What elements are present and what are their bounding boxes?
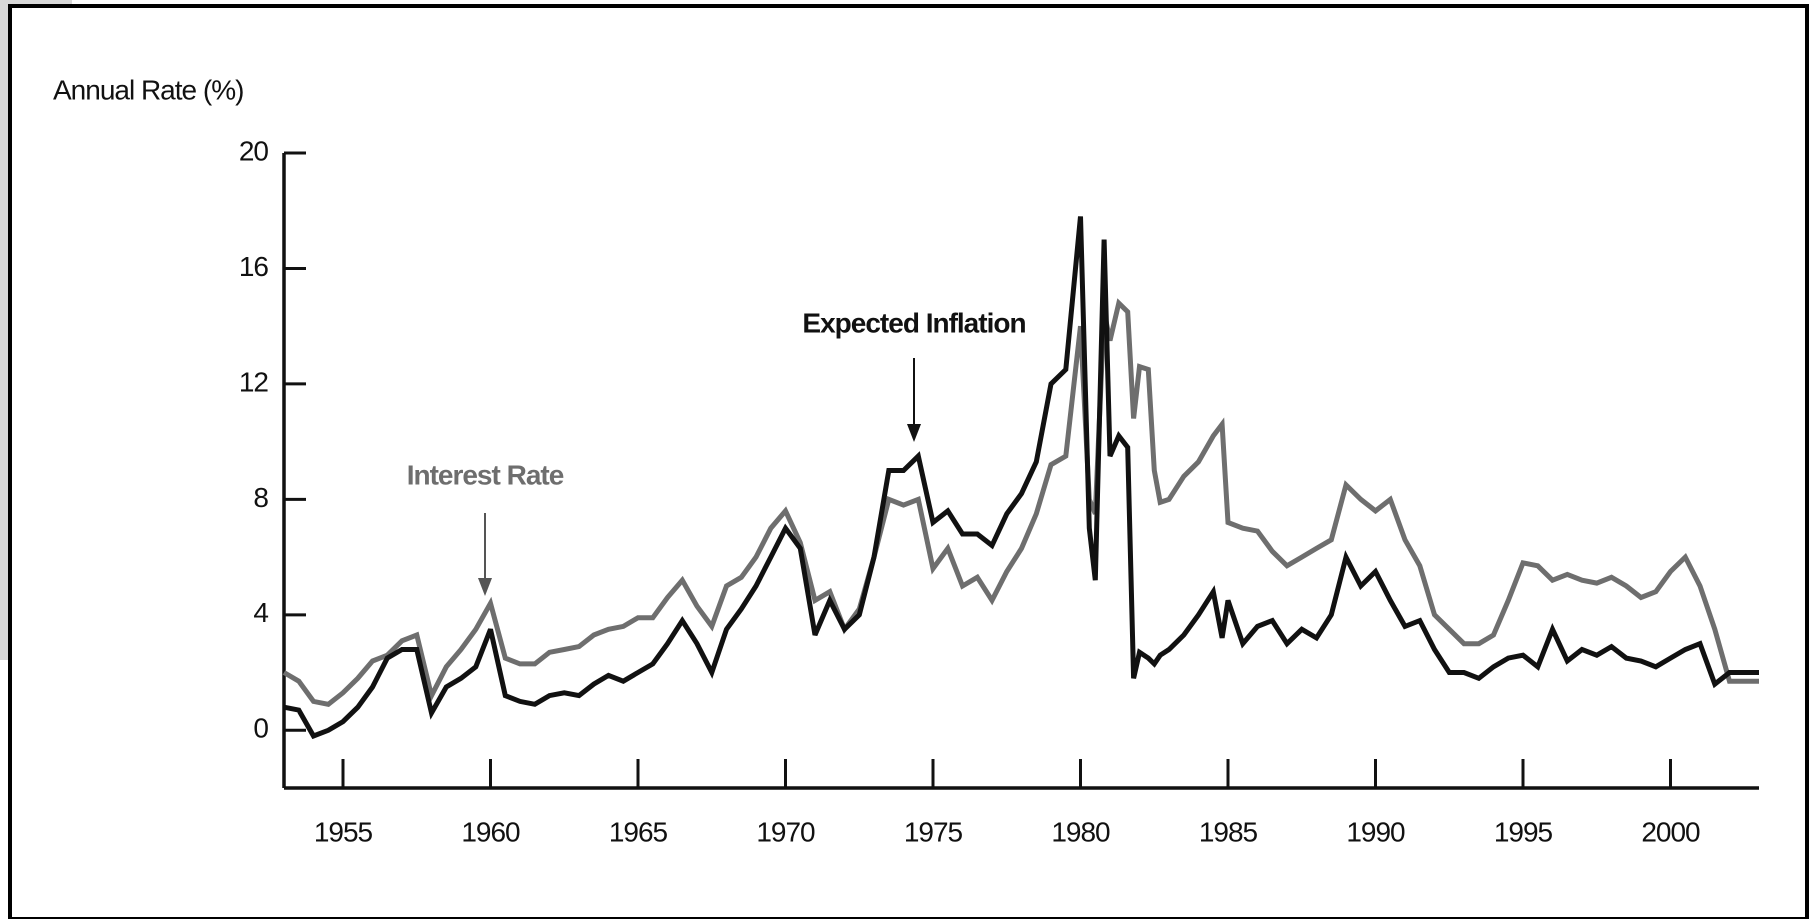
x-tick-label: 1995	[1494, 816, 1553, 847]
y-tick-label: 20	[239, 135, 269, 166]
annotation: Interest Rate	[407, 459, 564, 490]
x-tick-label: 1960	[461, 816, 520, 847]
annotation: Expected Inflation	[802, 307, 1025, 338]
x-tick-label: 1970	[756, 816, 815, 847]
y-tick-label: 16	[239, 251, 269, 282]
series-line	[282, 298, 1759, 707]
x-tick-label: 1985	[1199, 816, 1258, 847]
x-tick-label: 2000	[1641, 816, 1700, 847]
y-axis-label: Annual Rate (%)	[53, 74, 243, 105]
x-tick-label: 1990	[1346, 816, 1405, 847]
series-line	[283, 216, 1759, 740]
x-tick-label: 1975	[904, 816, 963, 847]
y-tick-label: 12	[239, 366, 269, 397]
annotation-arrowhead	[907, 424, 921, 442]
x-tick-label: 1955	[314, 816, 373, 847]
x-tick-label: 1965	[609, 816, 668, 847]
annotation-arrowhead	[478, 578, 492, 596]
x-tick-label: 1980	[1051, 816, 1110, 847]
annotations: Interest Rate Expected Inflation	[407, 307, 1027, 596]
y-tick-label: 8	[253, 482, 268, 513]
y-tick-label: 0	[253, 713, 268, 744]
y-tick-label: 4	[253, 597, 268, 628]
